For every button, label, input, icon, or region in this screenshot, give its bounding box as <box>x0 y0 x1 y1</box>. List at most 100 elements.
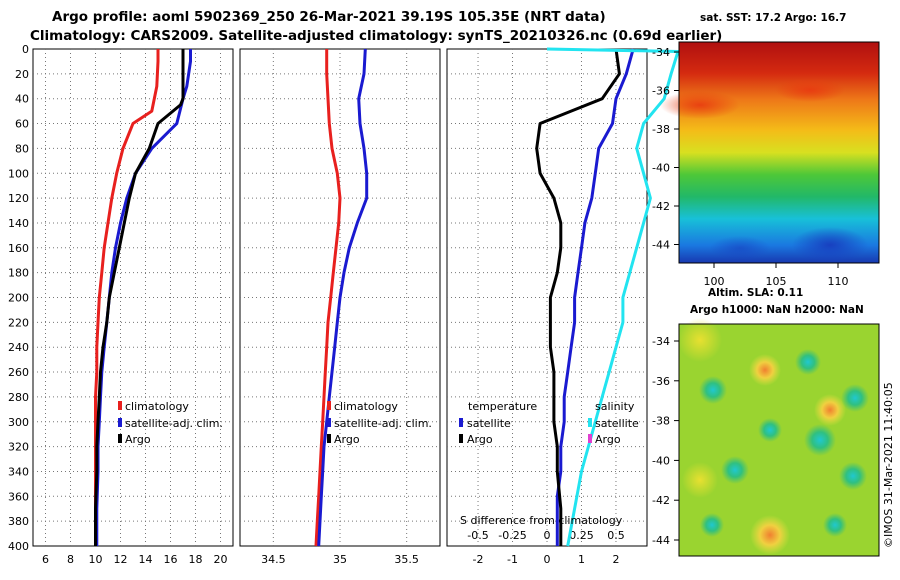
depth-tick-label: 260 <box>8 366 29 379</box>
legend-heading-salinity: salinity <box>595 400 635 413</box>
sla-lat-tick-label: -44 <box>652 534 670 547</box>
series-temperature-satellite <box>555 48 635 546</box>
imos-credit: ©IMOS 31-Mar-2021 11:40:05 <box>882 382 895 548</box>
difference-salinity-tick-label: -0.5 <box>467 529 488 542</box>
profile-series <box>94 47 680 547</box>
depth-tick-label: 240 <box>8 341 29 354</box>
sla-low-spot <box>839 462 867 490</box>
depth-tick-label: 380 <box>8 515 29 528</box>
sst-map-title: sat. SST: 17.2 Argo: 16.7 <box>700 12 846 24</box>
depth-tick-label: 280 <box>8 391 29 404</box>
sst-lat-tick-label: -42 <box>652 200 670 213</box>
sst-map <box>660 41 880 264</box>
depth-tick-label: 0 <box>22 43 29 56</box>
sla-map-frame <box>678 323 880 557</box>
legend-label-climatology: climatology <box>334 400 398 413</box>
series-climatology <box>314 49 342 547</box>
sla-map-subtitle: Argo h1000: NaN h2000: NaN <box>690 304 864 316</box>
sla-lat-tick-label: -38 <box>652 415 670 428</box>
depth-tick-label: 320 <box>8 441 29 454</box>
sla-low-spot <box>721 456 749 484</box>
sst-lon-tick-label: 110 <box>828 275 849 288</box>
sla-low-spot <box>804 424 836 456</box>
sla-map <box>678 318 880 557</box>
sst-lon-tick-label: 100 <box>704 275 725 288</box>
figure-title-line2: Climatology: CARS2009. Satellite-adjuste… <box>30 28 722 44</box>
salinity-tick-label: 35.5 <box>394 553 419 566</box>
sla-high-spot <box>750 515 790 555</box>
sst-warm-patch <box>775 78 845 102</box>
depth-tick-label: 40 <box>15 93 29 106</box>
sla-lat-ticks: -34 -36 -38 -40 -42 -44 <box>652 335 679 547</box>
sst-cold-patch <box>792 227 868 263</box>
difference-axis-label: S difference from climatology <box>460 514 623 527</box>
temperature-tick-label: 10 <box>89 553 103 566</box>
sst-lon-ticks: 100 105 110 <box>704 263 849 288</box>
sst-map-frame <box>678 41 880 264</box>
sla-low-spot <box>699 376 727 404</box>
salinity-x-ticks: 34.5 35 35.5 <box>261 553 419 566</box>
depth-tick-label: 100 <box>8 167 29 180</box>
depth-tick-label: 300 <box>8 416 29 429</box>
temperature-legend: climatology satellite-adj. clim. Argo <box>118 400 223 446</box>
sst-map-image <box>679 42 879 263</box>
depth-tick-label: 20 <box>15 68 29 81</box>
sst-lon-tick-label: 105 <box>766 275 787 288</box>
depth-tick-label: 360 <box>8 490 29 503</box>
legend-label-argo: Argo <box>125 433 151 446</box>
series-satellite-adj-clim- <box>317 48 369 547</box>
legend-swatch-t-argo <box>459 434 463 443</box>
depth-tick-label: 340 <box>8 465 29 478</box>
depth-tick-label: 180 <box>8 267 29 280</box>
legend-swatch-s-satellite <box>588 418 592 427</box>
sst-lat-tick-label: -38 <box>652 123 670 136</box>
legend-swatch-satellite <box>327 418 331 427</box>
temperature-tick-label: 18 <box>189 553 203 566</box>
legend-label-t-argo: Argo <box>467 433 493 446</box>
legend-label-t-satellite: satellite <box>467 417 511 430</box>
temperature-tick-label: 6 <box>42 553 49 566</box>
depth-tick-label: 200 <box>8 292 29 305</box>
sla-high-spot <box>678 318 722 362</box>
legend-swatch-s-argo <box>588 434 592 443</box>
series-climatology <box>94 49 160 546</box>
legend-label-argo: Argo <box>334 433 360 446</box>
sst-lat-tick-label: -36 <box>652 85 670 98</box>
legend-swatch-climatology <box>118 401 122 410</box>
series-satellite-adj-clim- <box>95 49 192 546</box>
temperature-tick-label: 8 <box>67 553 74 566</box>
depth-axis: 0 20 40 60 80 100 120 140 160 180 200 220 240 260 280 3… <box>8 43 29 553</box>
sla-low-spot <box>758 418 782 442</box>
temperature-x-ticks: 6 8 10 12 14 16 18 20 <box>42 553 228 566</box>
legend-label-satellite: satellite-adj. clim. <box>125 417 223 430</box>
temperature-tick-label: 12 <box>114 553 128 566</box>
legend-swatch-t-satellite <box>459 418 463 427</box>
sla-high-spot <box>814 394 846 426</box>
sla-high-spot <box>682 462 718 498</box>
salinity-tick-label: 34.5 <box>261 553 286 566</box>
sla-high-spot <box>749 354 781 386</box>
legend-heading-temperature: temperature <box>468 400 537 413</box>
depth-tick-label: 140 <box>8 217 29 230</box>
difference-top-x-ticks: -0.5 -0.25 0 0.25 0.5 <box>467 529 624 542</box>
series-argo <box>94 49 185 546</box>
sla-low-spot <box>841 384 869 412</box>
sla-lat-tick-label: -36 <box>652 375 670 388</box>
depth-tick-label: 80 <box>15 142 29 155</box>
legend-label-s-argo: Argo <box>595 433 621 446</box>
sst-warm-patch <box>660 91 740 119</box>
depth-tick-label: 60 <box>15 118 29 131</box>
temperature-tick-label: 16 <box>164 553 178 566</box>
legend-swatch-argo <box>118 434 122 443</box>
temperature-tick-label: 14 <box>139 553 153 566</box>
depth-tick-label: 120 <box>8 192 29 205</box>
temperature-tick-label: 20 <box>214 553 228 566</box>
difference-salinity-tick-label: -0.25 <box>498 529 526 542</box>
legend-swatch-climatology <box>327 401 331 410</box>
sla-lat-tick-label: -42 <box>652 494 670 507</box>
difference-salinity-tick-label: 0.25 <box>569 529 594 542</box>
difference-tick-label: 2 <box>612 553 619 566</box>
difference-tick-label: 0 <box>544 553 551 566</box>
